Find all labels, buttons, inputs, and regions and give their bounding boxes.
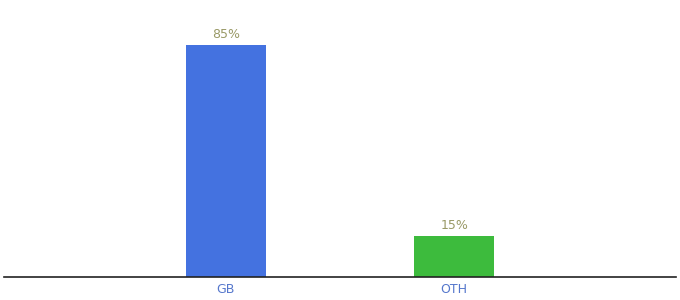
Bar <box>414 236 494 277</box>
Text: 15%: 15% <box>440 219 468 232</box>
Bar <box>186 45 266 277</box>
Text: 85%: 85% <box>211 28 240 41</box>
